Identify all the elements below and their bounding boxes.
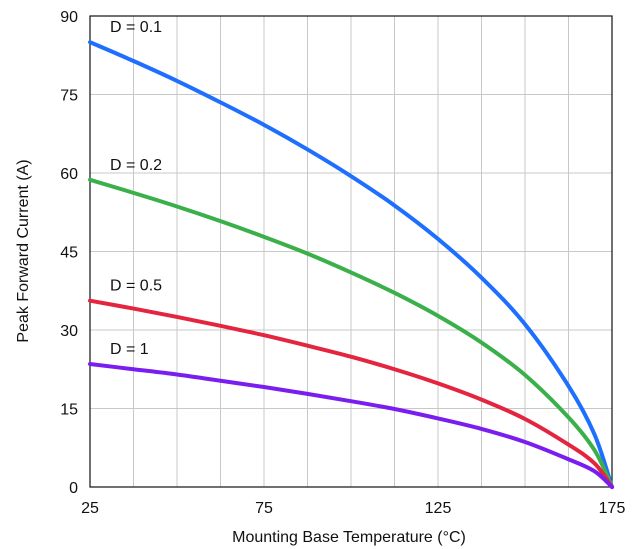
x-tick-label: 175 bbox=[599, 500, 626, 517]
y-axis-label: Peak Forward Current (A) bbox=[15, 159, 32, 342]
y-tick-label: 75 bbox=[60, 88, 78, 105]
x-tick-label: 75 bbox=[255, 500, 273, 517]
x-axis-label: Mounting Base Temperature (°C) bbox=[232, 529, 466, 546]
y-tick-label: 30 bbox=[60, 323, 78, 340]
plot-border bbox=[89, 15, 613, 488]
series-line-1 bbox=[88, 40, 614, 489]
series-line-2 bbox=[88, 177, 614, 489]
series-label-3: D = 0.5 bbox=[110, 278, 162, 295]
series-line-3 bbox=[88, 298, 614, 489]
x-tick-label: 25 bbox=[81, 500, 99, 517]
y-tick-label: 60 bbox=[60, 166, 78, 183]
series-label-2: D = 0.2 bbox=[110, 157, 162, 174]
series-label-1: D = 0.1 bbox=[110, 19, 162, 36]
x-tick-label: 125 bbox=[425, 500, 452, 517]
series-line-4 bbox=[88, 362, 614, 489]
series-label-4: D = 1 bbox=[110, 341, 149, 358]
y-tick-label: 15 bbox=[60, 402, 78, 419]
y-tick-label: 90 bbox=[60, 9, 78, 26]
y-tick-label: 45 bbox=[60, 245, 78, 262]
y-tick-label: 0 bbox=[69, 480, 78, 497]
